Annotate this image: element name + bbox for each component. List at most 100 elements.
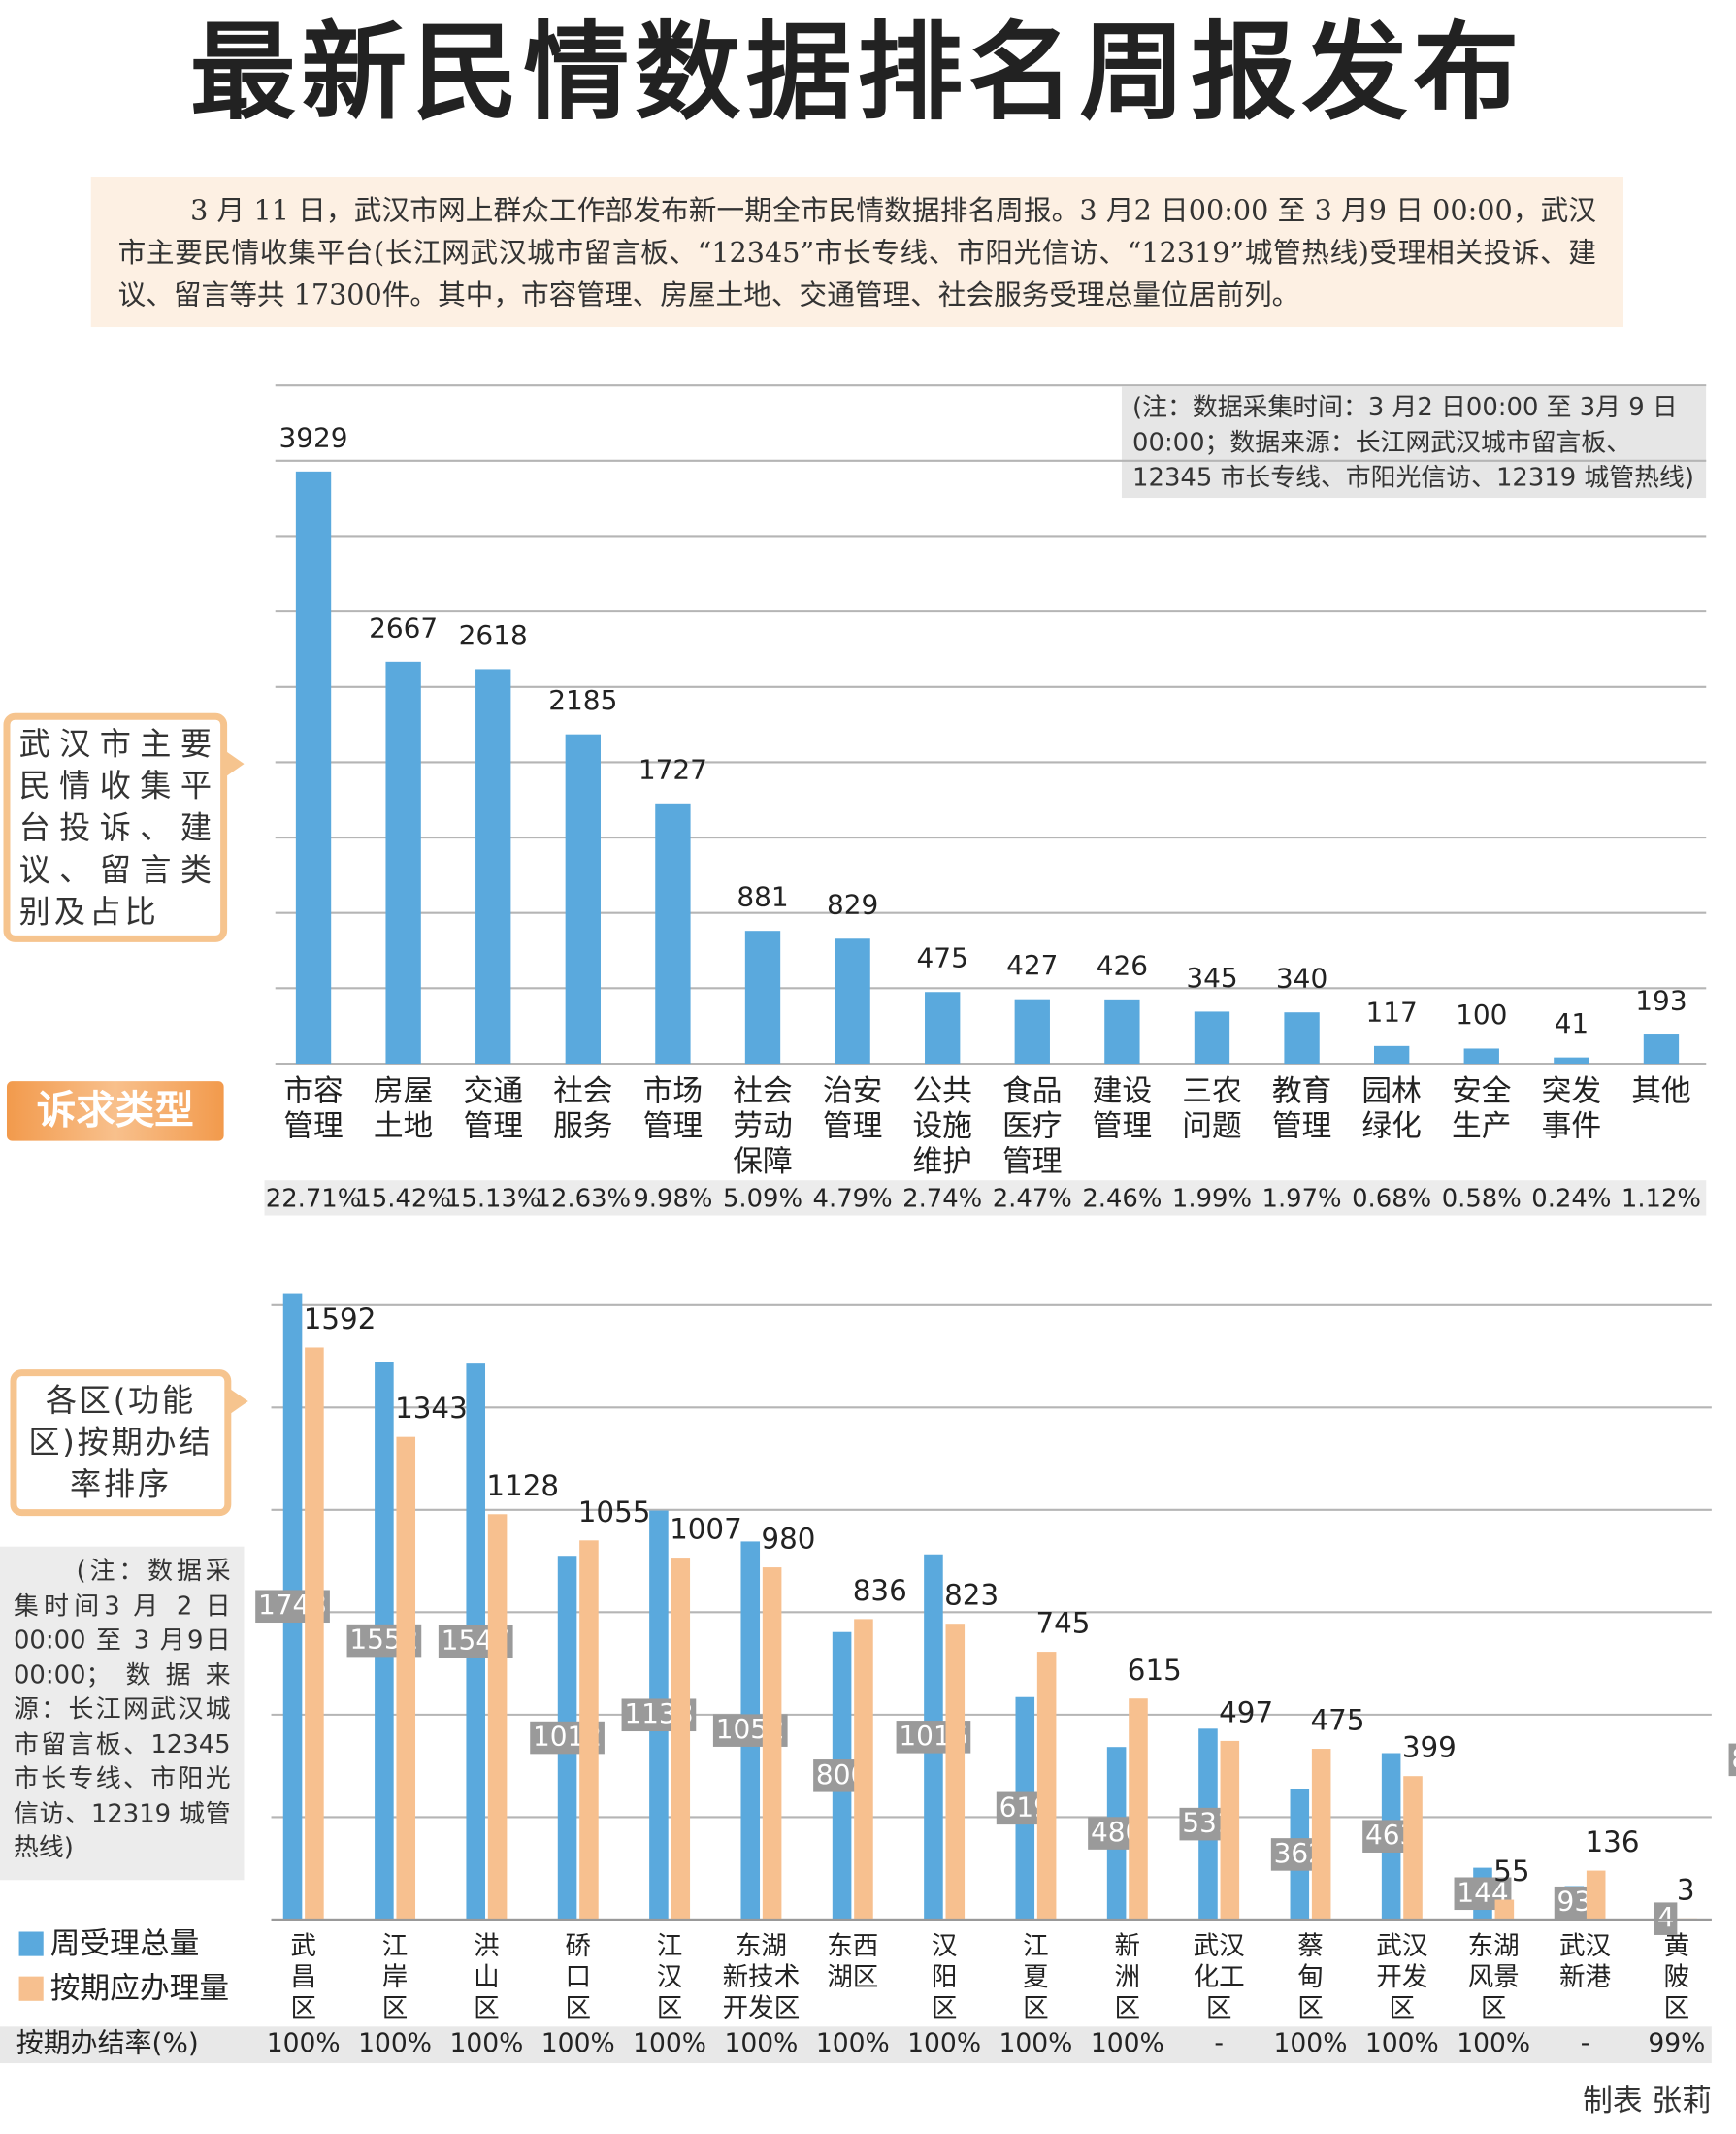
bar xyxy=(305,1347,324,1920)
category-label: 三农问题 xyxy=(1182,1073,1241,1143)
axis-banner xyxy=(6,1081,224,1141)
rates-label: 按期办结率(%) xyxy=(16,2027,199,2059)
category-label: 交通管理 xyxy=(463,1073,522,1143)
share-label: 4.79% xyxy=(813,1184,893,1213)
bar xyxy=(655,803,691,1065)
category-label: 武汉开发区 xyxy=(1376,1930,1427,2022)
rate-label: 99% xyxy=(1648,2028,1705,2058)
bar xyxy=(1643,1034,1680,1065)
rate-label: 100% xyxy=(358,2028,432,2058)
share-label: 15.13% xyxy=(445,1184,541,1213)
bar xyxy=(1220,1740,1240,1920)
intro-box: 3 月 11 日，武汉市网上群众工作部发布新一期全市民情数据排名周报。3 月2 … xyxy=(90,176,1623,328)
value-label: 100 xyxy=(1456,999,1507,1031)
bar xyxy=(945,1624,966,1920)
rate-label: 100% xyxy=(724,2028,798,2058)
value-label: 615 xyxy=(1128,1654,1182,1687)
value-label: 1128 xyxy=(486,1469,559,1502)
bar xyxy=(744,931,781,1065)
note: (注：数据采集时间3 月 2 日00:00 至 3 月9日00:00；数据来源：… xyxy=(0,1546,245,1881)
bar xyxy=(762,1567,782,1920)
bar xyxy=(579,1540,599,1920)
value-label: 3 xyxy=(1677,1873,1695,1906)
category-label: 武昌区 xyxy=(290,1930,316,2022)
value-label: 2667 xyxy=(369,611,438,643)
bar xyxy=(1374,1045,1410,1065)
share-label: 12.63% xyxy=(536,1184,632,1213)
rate-label: 100% xyxy=(267,2028,341,2058)
bar xyxy=(1554,1057,1589,1065)
value-label: 475 xyxy=(917,942,968,974)
value-label: 823 xyxy=(944,1579,999,1612)
value-label: 3929 xyxy=(278,421,347,453)
share-label: 1.99% xyxy=(1172,1184,1252,1213)
value-label: 55 xyxy=(1493,1855,1529,1888)
bar xyxy=(1129,1698,1148,1920)
value-label: 829 xyxy=(827,889,878,921)
share-label: 0.24% xyxy=(1531,1184,1611,1213)
rate-label: 100% xyxy=(1274,2028,1348,2058)
bar xyxy=(565,734,601,1065)
bar xyxy=(1586,1870,1606,1920)
rate-label: 100% xyxy=(633,2028,706,2058)
share-label: 5.09% xyxy=(723,1184,802,1213)
category-label: 江汉区 xyxy=(657,1930,683,2022)
value-label: 345 xyxy=(1186,962,1237,994)
bar xyxy=(1311,1749,1331,1920)
bar xyxy=(1403,1776,1423,1920)
share-label: 1.97% xyxy=(1262,1184,1342,1213)
share-label: 2.74% xyxy=(902,1184,982,1213)
value-label: 475 xyxy=(1310,1704,1364,1737)
category-label: 武汉新港 xyxy=(1559,1930,1612,1991)
bar xyxy=(396,1436,416,1920)
bar xyxy=(1463,1048,1499,1065)
note: (注：数据采集时间：3 月2 日00:00 至 3月 9 日 00:00；数据来… xyxy=(1121,386,1707,499)
share-label: 0.68% xyxy=(1352,1184,1431,1213)
value-label: 4 xyxy=(1657,1901,1675,1933)
value-label: 1007 xyxy=(670,1513,742,1546)
bar xyxy=(1104,999,1140,1065)
category-label: 社会劳动保障 xyxy=(733,1073,792,1179)
share-label: 15.42% xyxy=(355,1184,451,1213)
legend-swatch xyxy=(18,1931,44,1956)
category-label: 硚口区 xyxy=(565,1930,591,2022)
value-label: 193 xyxy=(1635,984,1687,1016)
bar xyxy=(835,938,870,1065)
legend-label: 周受理总量 xyxy=(50,1926,200,1961)
category-label: 食品医疗管理 xyxy=(1002,1073,1062,1179)
bar xyxy=(1494,1899,1515,1920)
intro: 3 月 11 日，武汉市网上群众工作部发布新一期全市民情数据排名周报。3 月2 … xyxy=(90,176,1623,328)
value-label: 889 xyxy=(1731,1742,1736,1774)
value-label: 1055 xyxy=(578,1495,651,1528)
bar xyxy=(671,1558,691,1920)
bar xyxy=(487,1514,508,1920)
share-label: 22.71% xyxy=(266,1184,362,1213)
rate-label: 100% xyxy=(999,2028,1073,2058)
share-label: 9.98% xyxy=(633,1184,712,1213)
bar xyxy=(1036,1652,1057,1920)
value-label: 136 xyxy=(1586,1825,1640,1858)
bar xyxy=(1284,1012,1320,1065)
category-label: 洪山区 xyxy=(474,1930,500,2022)
value-label: 41 xyxy=(1555,1007,1589,1039)
bar xyxy=(854,1619,873,1920)
value-label: 497 xyxy=(1219,1695,1273,1728)
category-label: 治安管理 xyxy=(823,1073,882,1143)
side-label-box: 武汉市主要民情收集平台投诉、建议、留言类别及占比 xyxy=(19,727,212,931)
category-label: 市容管理 xyxy=(283,1073,343,1143)
share-label: 2.46% xyxy=(1082,1184,1162,1213)
value-label-box xyxy=(1728,1743,1736,1777)
value-label: 340 xyxy=(1276,963,1327,995)
rate-label: 100% xyxy=(816,2028,890,2058)
share-band xyxy=(264,1180,1707,1216)
value-label: 980 xyxy=(761,1523,815,1556)
value-label: 427 xyxy=(1006,949,1058,981)
side-box xyxy=(10,1369,232,1517)
rates-band xyxy=(0,2026,1712,2064)
bar xyxy=(1014,999,1050,1065)
rate-label: 100% xyxy=(1365,2028,1439,2058)
category-label: 新洲区 xyxy=(1115,1930,1141,2022)
side-box xyxy=(3,712,228,942)
category-label: 突发事件 xyxy=(1542,1073,1601,1143)
